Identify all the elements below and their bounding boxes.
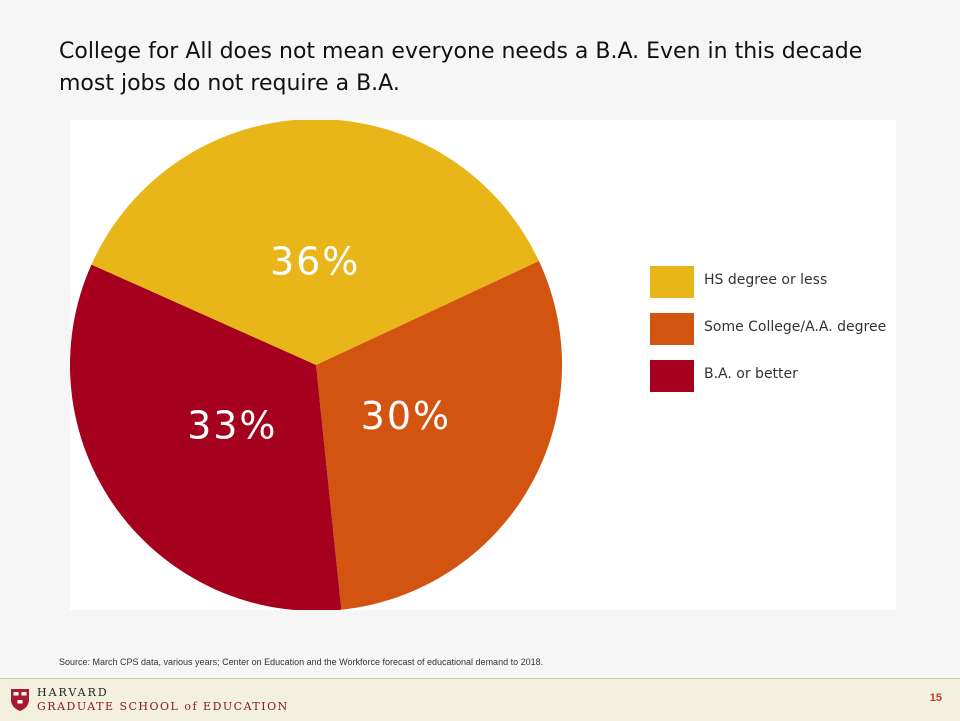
- legend-swatch-some-college: [650, 313, 694, 345]
- slice-label-ba: 33%: [187, 404, 277, 448]
- harvard-shield-icon: [11, 689, 29, 711]
- pie-slice-ba: [70, 264, 342, 610]
- source-note: Source: March CPS data, various years; C…: [59, 657, 544, 667]
- slide-title: College for All does not mean everyone n…: [59, 39, 863, 96]
- page-number: 15: [929, 692, 942, 704]
- pie-chart: 36% 30% 33%: [70, 120, 562, 610]
- chart-panel: 36% 30% 33% HS degree or less Some College…: [70, 120, 896, 610]
- legend-label-ba: B.A. or better: [704, 366, 798, 382]
- legend-swatch-hs: [650, 266, 694, 298]
- slice-label-hs: 36%: [270, 240, 360, 284]
- pie-slice-hs: [91, 120, 539, 365]
- pie-slice-some-college: [316, 261, 562, 610]
- slice-label-some-college: 30%: [361, 394, 451, 438]
- legend-label-some-college: Some College/A.A. degree: [704, 319, 887, 335]
- legend-swatch-ba: [650, 360, 694, 392]
- legend-label-hs: HS degree or less: [704, 272, 828, 288]
- footer-school: GRADUATE SCHOOL of EDUCATION: [37, 700, 289, 713]
- footer-harvard: HARVARD: [37, 686, 109, 699]
- footer: HARVARD GRADUATE SCHOOL of EDUCATION 15: [0, 678, 960, 721]
